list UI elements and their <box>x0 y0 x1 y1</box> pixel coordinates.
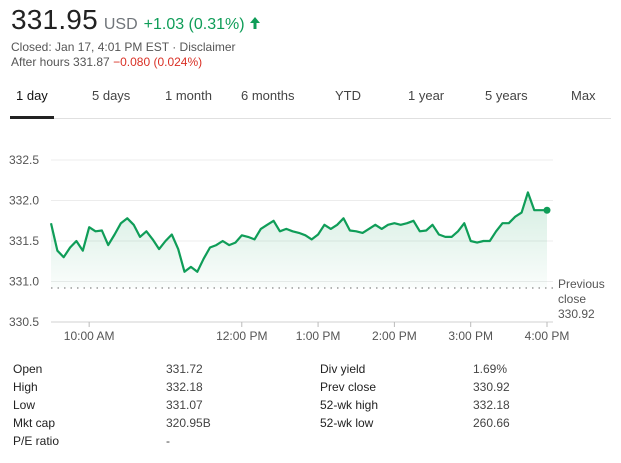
tab-1-year[interactable]: 1 year <box>408 88 445 103</box>
stat-value: 332.18 <box>473 398 510 412</box>
stat-value: 320.95B <box>166 416 211 430</box>
x-tick-label: 1:00 PM <box>296 329 341 343</box>
stat-value: 1.69% <box>473 362 508 376</box>
previous-close-label: Previous <box>558 277 605 291</box>
stat-value: 330.92 <box>473 380 510 394</box>
x-tick-label: 2:00 PM <box>372 329 417 343</box>
y-tick-label: 331.5 <box>9 234 39 248</box>
stat-value: 260.66 <box>473 416 510 430</box>
x-tick-label: 4:00 PM <box>525 329 570 343</box>
stat-label: High <box>13 380 38 394</box>
stat-label: Low <box>13 398 36 412</box>
quote-header: 331.95 USD +1.03 (0.31%) <box>11 4 261 36</box>
x-tick-label: 10:00 AM <box>64 329 115 343</box>
tab-6-months[interactable]: 6 months <box>241 88 295 103</box>
active-tab-indicator <box>10 116 54 119</box>
range-tabs: 1 day 5 days 1 month 6 months YTD 1 year… <box>10 80 611 119</box>
price-area-fill <box>51 192 547 288</box>
arrow-up-icon <box>249 17 260 29</box>
y-tick-label: 331.0 <box>9 275 39 289</box>
last-price-dot <box>543 206 551 214</box>
stat-value: 331.07 <box>166 398 203 412</box>
after-hours-price: After hours 331.87 <box>11 55 110 69</box>
stock-price: 331.95 <box>11 4 98 35</box>
price-line <box>49 191 547 273</box>
after-hours-change: −0.080 (0.024%) <box>113 55 203 69</box>
stat-value: 332.18 <box>166 380 203 394</box>
price-change: +1.03 (0.31%) <box>143 16 245 33</box>
tab-5-years[interactable]: 5 years <box>485 88 528 103</box>
previous-close-label: close <box>558 292 586 306</box>
tab-ytd[interactable]: YTD <box>335 88 361 103</box>
stat-label: 52-wk low <box>320 416 374 430</box>
tab-5-days[interactable]: 5 days <box>92 88 131 103</box>
closed-info: Closed: Jan 17, 4:01 PM EST · Disclaimer <box>11 40 236 54</box>
stat-label: P/E ratio <box>13 434 60 448</box>
stat-value: - <box>166 434 170 448</box>
x-tick-label: 3:00 PM <box>448 329 493 343</box>
stat-value: 331.72 <box>166 362 203 376</box>
previous-close-value: 330.92 <box>558 307 595 321</box>
stat-label: Prev close <box>320 380 377 394</box>
tab-max[interactable]: Max <box>571 88 596 103</box>
y-tick-label: 330.5 <box>9 315 39 329</box>
stat-label: Open <box>13 362 43 376</box>
x-tick-label: 12:00 PM <box>216 329 267 343</box>
y-tick-label: 332.0 <box>9 194 39 208</box>
tab-label: 1 day <box>16 88 48 103</box>
stat-label: Mkt cap <box>13 416 56 430</box>
currency-label: USD <box>103 16 138 33</box>
after-hours-info: After hours 331.87 −0.080 (0.024%) <box>11 55 202 69</box>
stat-label: Div yield <box>320 362 366 376</box>
price-chart: 332.5 332.0 331.5 331.0 330.5 10:00 AM 12:00 P… <box>9 153 605 343</box>
stat-label: 52-wk high <box>320 398 379 412</box>
tab-1-month[interactable]: 1 month <box>165 88 212 103</box>
tab-1-day[interactable]: 1 day <box>10 88 54 119</box>
y-tick-label: 332.5 <box>9 153 39 167</box>
